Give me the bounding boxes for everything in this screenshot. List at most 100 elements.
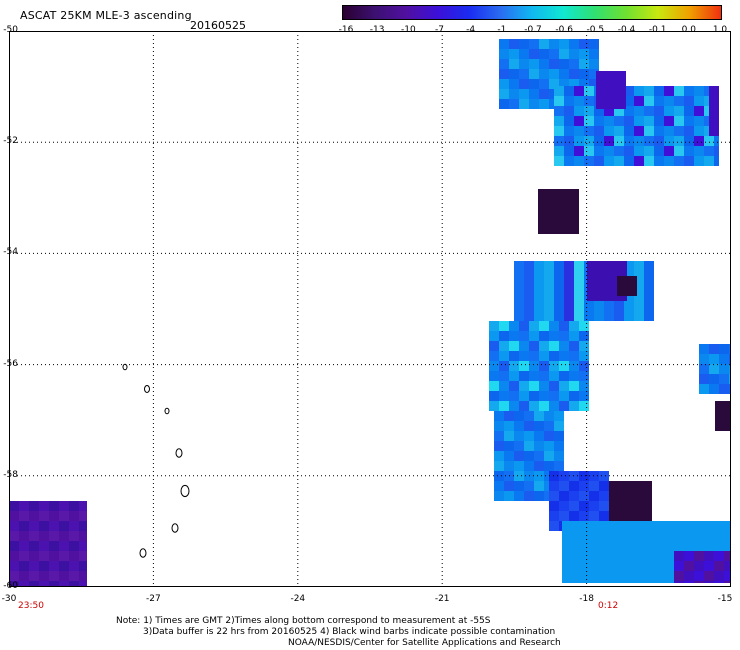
wind-cell	[702, 521, 712, 531]
wind-cell	[509, 99, 519, 109]
wind-cell	[539, 79, 549, 89]
wind-cell	[572, 581, 582, 583]
wind-cell	[624, 96, 634, 106]
wind-cell	[574, 301, 584, 311]
colorbar-tick-label: -0.4	[617, 25, 636, 35]
wind-cell	[519, 341, 529, 351]
wind-cell	[9, 511, 19, 521]
wind-cell	[544, 421, 554, 431]
wind-cell	[549, 381, 559, 391]
wind-cell	[579, 79, 589, 89]
wind-cell	[519, 39, 529, 49]
wind-cell	[494, 451, 504, 461]
wind-cell	[589, 49, 599, 59]
latitude-label: -54	[3, 247, 18, 258]
wind-cell	[69, 531, 79, 541]
wind-cell	[579, 401, 589, 411]
wind-cell	[529, 79, 539, 89]
island-outline	[164, 407, 170, 415]
wind-cell	[524, 271, 534, 281]
wind-cell	[504, 481, 514, 491]
wind-cell	[714, 561, 724, 571]
wind-cell	[494, 411, 504, 421]
wind-cell	[564, 301, 574, 311]
wind-cell	[509, 361, 519, 371]
wind-cell	[584, 86, 594, 96]
latitude-label: -52	[3, 136, 18, 147]
wind-cell	[684, 86, 694, 96]
wind-cell	[544, 271, 554, 281]
wind-cell	[592, 541, 602, 551]
wind-cell	[514, 301, 524, 311]
wind-cell	[654, 106, 664, 116]
wind-cell	[592, 551, 602, 561]
wind-cell	[524, 411, 534, 421]
wind-cell	[569, 381, 579, 391]
wind-cell	[672, 521, 682, 531]
wind-cell	[572, 561, 582, 571]
wind-cell	[609, 481, 652, 524]
wind-cell	[509, 79, 519, 89]
wind-cell	[664, 96, 674, 106]
wind-cell	[519, 79, 529, 89]
wind-cell	[9, 571, 19, 581]
wind-cell	[79, 561, 87, 571]
wind-cell	[584, 136, 594, 146]
wind-cell	[529, 381, 539, 391]
wind-cell	[714, 581, 724, 583]
wind-cell	[634, 126, 644, 136]
wind-cell	[569, 401, 579, 411]
wind-cell	[704, 136, 714, 146]
wind-cell	[622, 521, 632, 531]
wind-cell	[519, 99, 529, 109]
wind-cell	[614, 146, 624, 156]
wind-cell	[562, 581, 572, 583]
wind-cell	[554, 116, 564, 126]
wind-cell	[9, 551, 19, 561]
wind-cell	[579, 501, 589, 511]
wind-cell	[569, 39, 579, 49]
wind-cell	[489, 331, 499, 341]
wind-cell	[579, 391, 589, 401]
wind-cell	[544, 411, 554, 421]
wind-cell	[674, 136, 684, 146]
wind-cell	[514, 461, 524, 471]
wind-cell	[654, 156, 664, 166]
wind-cell	[599, 491, 609, 501]
wind-cell	[549, 69, 559, 79]
wind-cell	[719, 364, 729, 374]
wind-cell	[489, 371, 499, 381]
wind-cell	[599, 481, 609, 491]
wind-cell	[579, 351, 589, 361]
wind-cell	[604, 136, 614, 146]
wind-cell	[674, 561, 684, 571]
wind-cell	[594, 301, 604, 311]
wind-cell	[569, 331, 579, 341]
wind-cell	[682, 541, 692, 551]
wind-cell	[662, 521, 672, 531]
wind-cell	[59, 521, 69, 531]
wind-cell	[684, 136, 694, 146]
colorbar-tick-label: -0.6	[555, 25, 573, 35]
wind-cell	[564, 311, 574, 321]
wind-cell	[509, 381, 519, 391]
wind-cell	[499, 361, 509, 371]
wind-cell	[39, 511, 49, 521]
wind-cell	[544, 261, 554, 271]
wind-cell	[559, 79, 569, 89]
wind-cell	[624, 156, 634, 166]
wind-cell	[29, 501, 39, 511]
wind-cell	[549, 481, 559, 491]
wind-cell	[632, 541, 642, 551]
wind-cell	[499, 321, 509, 331]
wind-cell	[602, 561, 612, 571]
wind-cell	[634, 271, 644, 281]
wind-cell	[582, 581, 592, 583]
wind-cell	[674, 86, 684, 96]
wind-cell	[604, 126, 614, 136]
wind-cell	[614, 136, 624, 146]
wind-cell	[519, 401, 529, 411]
wind-cell	[519, 59, 529, 69]
wind-cell	[69, 571, 79, 581]
wind-cell	[642, 581, 652, 583]
